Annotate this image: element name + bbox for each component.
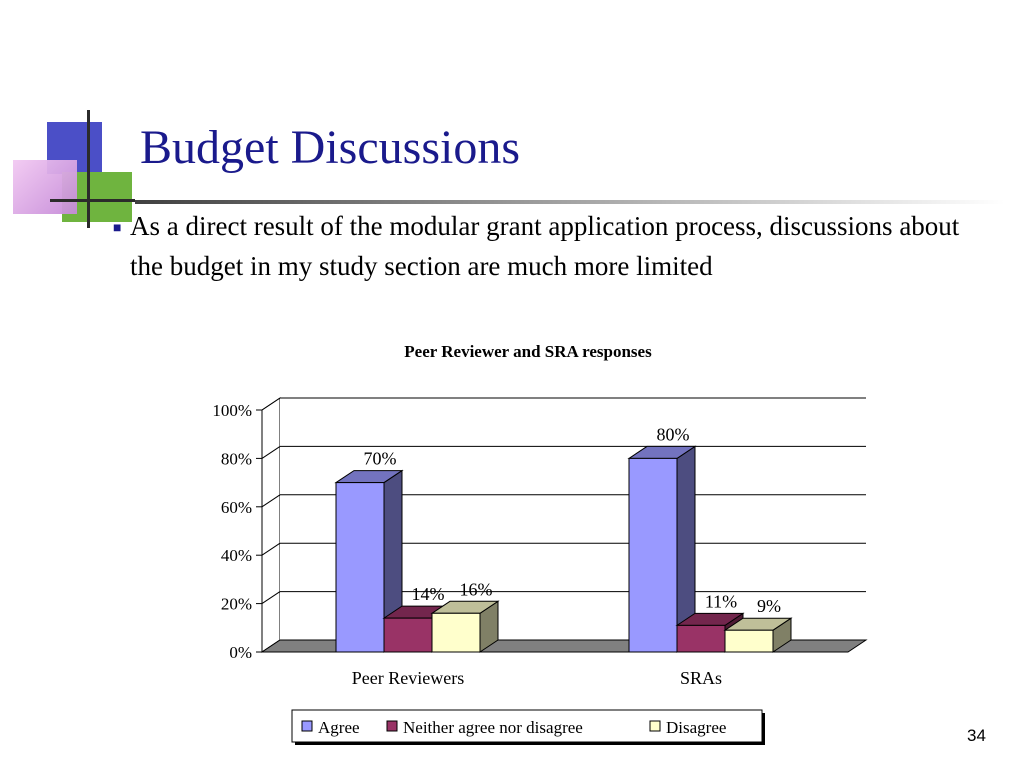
gridline-side [261, 542, 281, 556]
bullet-square-icon: ■ [113, 221, 122, 236]
y-tick-label: 60% [221, 498, 252, 517]
legend-label: Agree [318, 718, 360, 737]
data-label: 16% [460, 579, 493, 599]
bar [628, 457, 678, 653]
bar [335, 482, 385, 653]
decor-vertical-line [87, 110, 90, 228]
page-number: 34 [967, 726, 986, 745]
legend-swatch [301, 720, 313, 732]
bar [724, 629, 774, 653]
gridline-side [261, 591, 281, 605]
y-tick-label: 40% [221, 546, 252, 565]
data-label: 70% [364, 449, 397, 469]
y-tick-label: 20% [221, 595, 252, 614]
data-label: 80% [657, 424, 690, 444]
decor-pink-square [13, 160, 77, 214]
y-tick-label: 0% [229, 643, 252, 662]
bar [676, 624, 726, 653]
x-tick-label: Peer Reviewers [352, 668, 464, 688]
decor-horizontal-line [50, 199, 135, 202]
gridline-side [261, 397, 281, 411]
legend-label: Disagree [666, 718, 726, 737]
data-label: 11% [705, 591, 737, 611]
data-label: 9% [757, 596, 781, 616]
legend-label: Neither agree nor disagree [403, 718, 583, 737]
bar [431, 612, 481, 653]
chart-title: Peer Reviewer and SRA responses [404, 342, 652, 361]
chart-side-wall [261, 397, 281, 653]
slide-title: Budget Discussions [140, 121, 521, 174]
gridline-side [261, 445, 281, 459]
data-label: 14% [412, 584, 445, 604]
x-tick-label: SRAs [680, 668, 722, 688]
legend-swatch [386, 720, 398, 732]
gridline-side [261, 494, 281, 508]
legend-swatch [649, 720, 661, 732]
y-tick-label: 100% [212, 401, 252, 420]
bullet-text: As a direct result of the modular grant … [130, 211, 960, 281]
bar [383, 617, 433, 653]
y-tick-label: 80% [221, 449, 252, 468]
title-underline-rule [135, 200, 1005, 204]
legend [291, 709, 763, 743]
